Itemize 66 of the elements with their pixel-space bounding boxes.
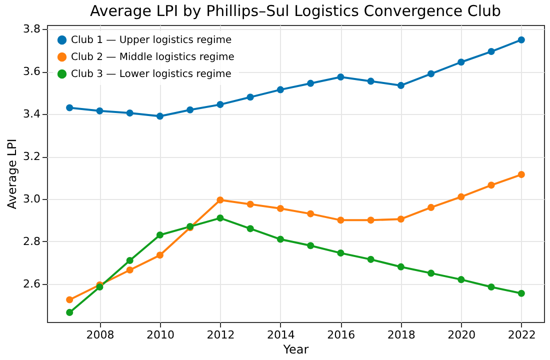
- point: [307, 242, 314, 250]
- point: [307, 210, 314, 218]
- x-tick-label: 2020: [448, 328, 476, 342]
- point: [337, 216, 344, 224]
- point: [337, 73, 344, 81]
- point: [276, 86, 284, 94]
- point: [337, 250, 344, 257]
- y-tick-label: 3.8: [23, 22, 40, 36]
- point: [126, 266, 134, 274]
- point: [216, 101, 224, 108]
- point: [186, 106, 194, 114]
- y-tick-label: 2.8: [23, 234, 40, 248]
- x-tick-label: 2014: [266, 328, 295, 342]
- point: [276, 204, 284, 212]
- chart-title: Average LPI by Phillips–Sul Logistics Convergence Club: [90, 2, 502, 20]
- point: [397, 263, 404, 270]
- point: [126, 110, 134, 117]
- point: [458, 58, 465, 66]
- x-tick-label: 2022: [508, 328, 536, 342]
- point: [96, 283, 104, 291]
- point: [458, 193, 465, 200]
- point: [216, 196, 224, 204]
- point: [488, 182, 495, 189]
- point: [518, 290, 525, 297]
- point: [307, 80, 314, 87]
- point: [488, 48, 495, 56]
- x-tick-label: 2008: [86, 328, 114, 342]
- legend-label: Club 1 — Upper logistics regime: [71, 35, 232, 46]
- point: [246, 200, 254, 208]
- point: [156, 231, 164, 239]
- point: [156, 252, 164, 259]
- y-tick-label: 3.6: [23, 65, 40, 78]
- point: [397, 216, 404, 223]
- x-tick-label: 2012: [206, 328, 235, 342]
- x-tick-label: 2016: [327, 328, 356, 342]
- point: [367, 256, 374, 263]
- point: [488, 283, 495, 291]
- point: [246, 94, 254, 101]
- point: [246, 225, 254, 232]
- x-tick-label: 2018: [387, 328, 416, 342]
- point: [367, 216, 374, 224]
- point: [518, 36, 525, 44]
- point: [276, 236, 284, 243]
- point: [367, 78, 374, 85]
- point: [126, 256, 134, 264]
- point: [428, 270, 435, 277]
- point: [428, 70, 435, 78]
- y-tick-label: 3.4: [23, 108, 40, 121]
- point: [156, 112, 164, 120]
- point: [96, 107, 104, 114]
- point: [428, 204, 435, 211]
- legend-label: Club 2 — Middle logistics regime: [71, 52, 234, 63]
- point: [397, 82, 404, 89]
- point: [518, 171, 525, 178]
- point: [66, 308, 74, 316]
- point: [216, 214, 224, 222]
- x-tick-label: 2010: [146, 328, 174, 342]
- point: [458, 276, 465, 284]
- y-axis-title: Average LPI: [5, 138, 20, 210]
- point: [66, 296, 74, 304]
- y-tick-label: 2.6: [23, 277, 40, 290]
- y-tick-label: 3.2: [23, 150, 40, 164]
- point: [66, 104, 74, 112]
- y-tick-label: 3.0: [23, 192, 40, 206]
- legend-label: Club 3 — Lower logistics regime: [71, 69, 232, 80]
- x-axis-title: Year: [282, 342, 309, 356]
